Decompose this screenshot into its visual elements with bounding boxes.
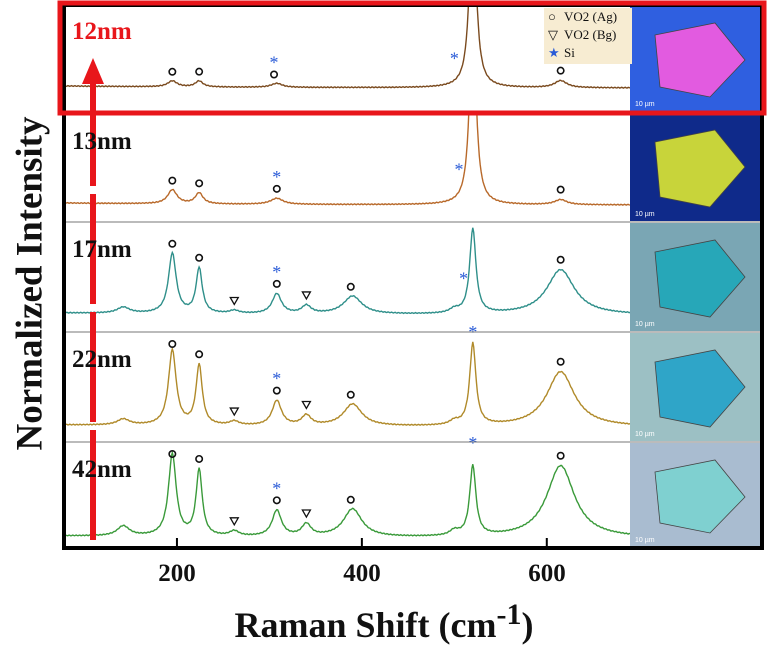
panel-label-12nm: 12nm bbox=[72, 18, 132, 45]
scale-bar-label: 10 µm bbox=[635, 211, 655, 218]
ag-marker bbox=[195, 67, 204, 76]
panel-label-42nm: 42nm bbox=[72, 456, 132, 483]
y-axis-label: Normalized Intensity bbox=[9, 116, 51, 451]
scale-bar-label: 10 µm bbox=[635, 101, 655, 108]
legend-entry: ○ VO2 (Ag) bbox=[548, 9, 618, 24]
flake-shape bbox=[654, 349, 746, 428]
ag-marker bbox=[168, 67, 177, 76]
spectrum-line-17nm bbox=[66, 227, 630, 315]
flake-shape bbox=[654, 459, 746, 534]
si-marker: * bbox=[272, 262, 281, 282]
ag-marker bbox=[272, 386, 281, 395]
legend: ○ VO2 (Ag) ▽ VO2 (Bg) ★ Si bbox=[544, 8, 632, 64]
ag-marker bbox=[346, 390, 355, 399]
bg-marker bbox=[229, 517, 240, 527]
ag-marker bbox=[556, 357, 565, 366]
legend-entry: ▽ VO2 (Bg) bbox=[548, 27, 617, 42]
ag-marker bbox=[556, 255, 565, 264]
x-tick-label: 400 bbox=[343, 560, 381, 587]
scale-bar-label: 10 µm bbox=[635, 321, 655, 328]
ag-marker bbox=[272, 496, 281, 505]
ag-marker bbox=[556, 185, 565, 194]
spectrum-line-42nm bbox=[66, 450, 630, 537]
ag-marker bbox=[168, 449, 177, 458]
bg-marker bbox=[301, 400, 312, 410]
si-marker: * bbox=[272, 167, 281, 187]
ag-marker bbox=[195, 253, 204, 262]
panel-label-22nm: 22nm bbox=[72, 346, 132, 373]
panel-label-17nm: 17nm bbox=[72, 236, 132, 263]
si-marker: * bbox=[272, 478, 281, 498]
ag-marker bbox=[168, 339, 177, 348]
ag-marker bbox=[346, 282, 355, 291]
ag-marker bbox=[195, 454, 204, 463]
x-tick-label: 600 bbox=[528, 560, 566, 587]
ag-marker bbox=[556, 66, 565, 75]
si-marker: * bbox=[450, 48, 459, 68]
ag-marker bbox=[195, 350, 204, 359]
si-marker: * bbox=[270, 53, 279, 73]
arrow-head bbox=[82, 58, 104, 84]
ag-marker bbox=[270, 70, 279, 79]
si-marker: * bbox=[468, 433, 477, 453]
si-marker: * bbox=[272, 369, 281, 389]
star-icon: ★ bbox=[548, 45, 560, 60]
triangle-down-icon: ▽ bbox=[548, 27, 558, 42]
ag-marker bbox=[168, 176, 177, 185]
spectrum-line-22nm bbox=[66, 341, 630, 427]
ag-marker bbox=[272, 279, 281, 288]
circle-icon: ○ bbox=[548, 9, 556, 24]
ag-marker bbox=[272, 184, 281, 193]
highlight-box-12nm bbox=[57, 0, 767, 116]
flake-shape bbox=[654, 129, 746, 208]
x-axis-label: Raman Shift (cm-1) bbox=[234, 598, 534, 645]
scale-bar-label: 10 µm bbox=[635, 431, 655, 438]
ag-marker bbox=[195, 179, 204, 188]
bg-marker bbox=[229, 296, 240, 306]
bg-marker bbox=[301, 291, 312, 301]
ag-marker bbox=[346, 495, 355, 504]
x-tick-label: 200 bbox=[158, 560, 196, 587]
si-marker: * bbox=[454, 160, 463, 180]
bg-marker bbox=[229, 407, 240, 417]
spectrum-line-13nm bbox=[66, 112, 630, 206]
flake-shape bbox=[654, 239, 746, 318]
bg-marker bbox=[301, 509, 312, 519]
spectrum-line-12nm bbox=[66, 5, 630, 89]
legend-entry: ★ Si bbox=[548, 45, 575, 60]
flake-shape bbox=[654, 22, 746, 98]
scale-bar-label: 10 µm bbox=[635, 537, 655, 544]
si-marker: * bbox=[459, 269, 468, 289]
ag-marker bbox=[168, 239, 177, 248]
panel-label-13nm: 13nm bbox=[72, 128, 132, 155]
ag-marker bbox=[556, 451, 565, 460]
